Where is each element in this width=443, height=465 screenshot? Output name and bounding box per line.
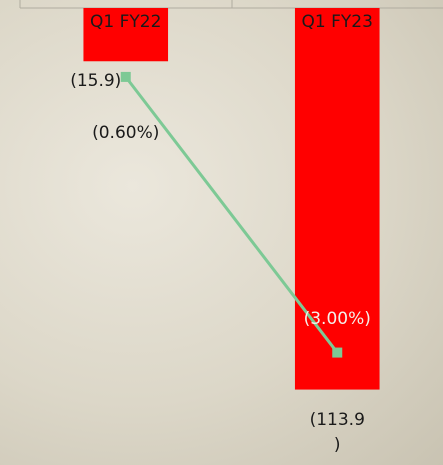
category-label: Q1 FY23 (301, 12, 373, 32)
line-marker (120, 71, 131, 82)
line (124, 76, 339, 354)
bar-label: (113.9 ) (309, 409, 365, 455)
line-label: (0.60%) (92, 122, 160, 143)
bar (83, 8, 169, 62)
bar (294, 8, 380, 390)
bar-label: (15.9) (70, 71, 122, 92)
line-marker (332, 347, 343, 358)
line-label: (3.00%) (303, 308, 371, 329)
category-label: Q1 FY22 (90, 12, 162, 32)
